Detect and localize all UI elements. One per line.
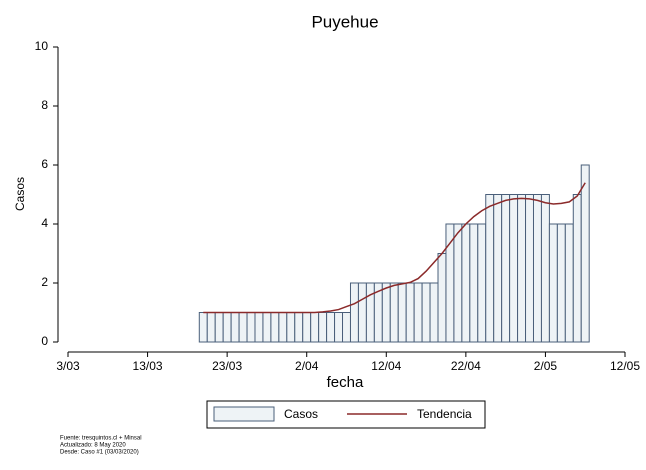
- bar: [525, 194, 534, 343]
- y-tick-label: 10: [35, 39, 49, 53]
- bar: [540, 194, 550, 343]
- bar: [548, 223, 558, 343]
- bar: [501, 194, 511, 343]
- bar: [310, 312, 320, 343]
- footnote: Desde: Caso #1 (03/03/2020): [60, 450, 139, 456]
- bar: [278, 312, 288, 343]
- x-tick-label: 23/03: [212, 359, 242, 373]
- x-tick-label: 22/04: [451, 359, 481, 373]
- chart-title: Puyehue: [311, 12, 378, 31]
- bar: [206, 312, 216, 343]
- bar: [453, 223, 463, 343]
- bar: [365, 282, 375, 343]
- x-tick-label: 3/03: [56, 359, 80, 373]
- bar: [493, 194, 503, 343]
- bar: [421, 282, 431, 343]
- bar: [413, 282, 423, 343]
- bar: [246, 312, 256, 343]
- trend-line: [203, 182, 586, 314]
- x-axis-label: fecha: [327, 374, 364, 391]
- bar: [318, 312, 328, 343]
- bar: [445, 223, 455, 343]
- bar: [572, 194, 582, 343]
- y-axis-label: Casos: [13, 177, 27, 211]
- x-tick-label: 2/04: [295, 359, 319, 373]
- bar: [222, 312, 232, 343]
- legend-box: [206, 400, 486, 429]
- bar: [381, 282, 391, 343]
- x-tick-label: 12/05: [610, 359, 640, 373]
- y-tick-label: 6: [41, 157, 48, 171]
- bar: [254, 312, 264, 343]
- bar: [461, 223, 471, 343]
- bar: [477, 223, 487, 343]
- bar: [349, 282, 359, 343]
- bar: [214, 312, 224, 343]
- x-tick-label: 12/04: [371, 359, 401, 373]
- bar: [389, 282, 399, 343]
- bar: [294, 312, 304, 343]
- legend-label: Casos: [284, 407, 318, 421]
- y-tick-label: 2: [41, 275, 48, 289]
- bar: [437, 253, 447, 343]
- bar: [556, 223, 566, 343]
- bar: [397, 282, 407, 343]
- bar: [270, 312, 280, 343]
- bar: [286, 312, 296, 343]
- bar: [357, 282, 367, 343]
- bar: [532, 194, 542, 343]
- bar: [262, 312, 272, 343]
- bar: [485, 194, 495, 343]
- bar: [334, 312, 344, 343]
- bar: [326, 312, 336, 343]
- footnote: Actualizado: 8 May 2020: [60, 443, 126, 449]
- bar: [429, 282, 439, 343]
- y-tick-label: 0: [41, 334, 48, 348]
- legend-label: Tendencia: [417, 407, 472, 421]
- footnote: Fuente: tresquintos.cl + Minsal: [60, 436, 142, 442]
- bar: [198, 312, 208, 343]
- bar: [230, 312, 240, 343]
- bar: [469, 223, 479, 343]
- legend-swatch: [213, 406, 275, 422]
- bar: [580, 164, 590, 343]
- x-tick-label: 13/03: [133, 359, 163, 373]
- bar: [564, 223, 574, 343]
- bar: [342, 312, 351, 343]
- bar: [302, 312, 312, 343]
- bar: [405, 282, 415, 343]
- bar: [238, 312, 248, 343]
- y-tick-label: 4: [41, 216, 48, 230]
- x-tick-label: 2/05: [534, 359, 558, 373]
- bar: [517, 194, 527, 343]
- y-tick-label: 8: [41, 98, 48, 112]
- bar: [509, 194, 519, 343]
